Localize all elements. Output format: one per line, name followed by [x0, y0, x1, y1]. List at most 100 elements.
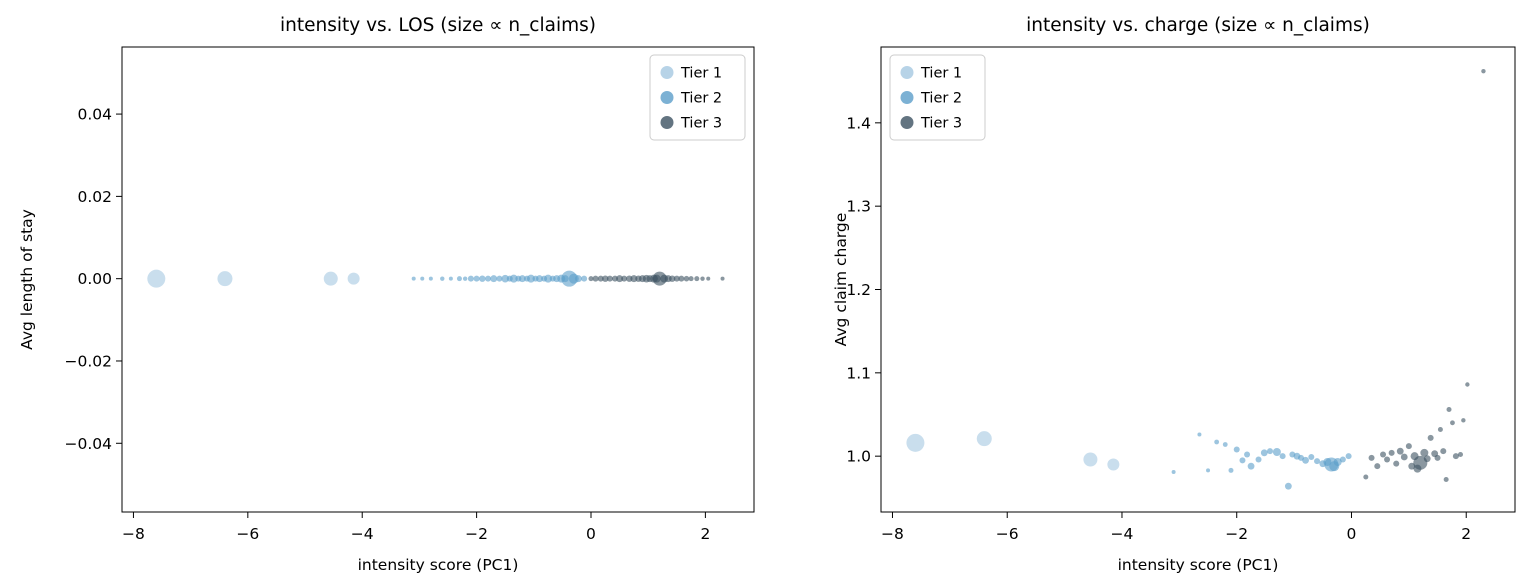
y-tick-label: 1.1	[846, 364, 871, 382]
data-point	[694, 276, 700, 282]
data-point	[976, 431, 992, 447]
legend-marker	[660, 91, 674, 104]
legend-marker	[660, 66, 674, 79]
data-point	[1457, 452, 1463, 457]
data-point	[1405, 443, 1412, 450]
legend-entry-label: Tier 3	[680, 116, 722, 132]
data-point	[592, 275, 599, 282]
x-axis-label: intensity score (PC1)	[1118, 556, 1279, 574]
y-tick-label: −0.04	[65, 435, 113, 453]
data-point	[1284, 482, 1292, 490]
scatter-plot-los: intensity vs. LOS (size ∝ n_claims) −8 −6 −…	[18, 15, 755, 574]
data-point	[1400, 453, 1408, 461]
x-tick-label: −6	[236, 525, 259, 543]
series-tier-2	[1171, 432, 1352, 490]
data-point	[1452, 453, 1459, 460]
x-axis-label: intensity score (PC1)	[358, 556, 519, 574]
data-point	[544, 274, 553, 283]
plot-area-border	[880, 46, 1516, 513]
y-tick-label: 0.04	[77, 106, 112, 124]
data-point	[581, 275, 588, 282]
y-axis-label: Avg length of stay	[18, 209, 36, 350]
data-point	[1450, 420, 1455, 426]
scatter-plot-charge: intensity vs. charge (size ∝ n_claims) −8…	[832, 15, 1516, 574]
data-point	[1314, 458, 1321, 465]
data-point	[448, 276, 453, 281]
x-tick-label: −2	[1225, 525, 1248, 543]
data-point	[485, 275, 492, 282]
data-point	[1423, 455, 1431, 463]
data-point	[1244, 451, 1251, 458]
series-tier-1	[147, 269, 360, 288]
data-point	[518, 275, 526, 283]
data-point	[720, 276, 725, 281]
data-point	[1363, 474, 1369, 480]
legend-marker	[900, 66, 914, 79]
series-tier-2	[411, 270, 588, 287]
data-point	[1413, 455, 1428, 470]
x-tick-label: 2	[700, 525, 710, 543]
legend-entry-label: Tier 1	[680, 66, 722, 82]
series-tier-3	[588, 271, 725, 286]
data-point	[1427, 434, 1434, 441]
data-point	[147, 269, 166, 288]
data-point	[217, 271, 233, 287]
x-tick-label: 2	[1461, 525, 1471, 543]
series-tier-3	[1363, 68, 1486, 482]
data-point	[1440, 448, 1447, 455]
data-point	[606, 275, 613, 282]
data-point	[688, 276, 694, 282]
data-point	[574, 275, 582, 283]
data-point	[1302, 456, 1309, 464]
data-point	[456, 276, 462, 282]
legend-box	[889, 54, 986, 141]
data-points-layer	[147, 269, 725, 288]
data-point	[1107, 458, 1120, 471]
data-point	[490, 275, 498, 283]
data-point	[621, 275, 628, 282]
x-tick-label: 0	[586, 525, 596, 543]
legend-marker	[660, 116, 674, 129]
series-tier-1	[906, 431, 1120, 471]
data-point	[411, 276, 416, 281]
data-point	[1260, 449, 1268, 457]
data-point	[1384, 456, 1391, 463]
data-point	[1239, 457, 1246, 464]
data-point	[602, 275, 609, 282]
legend-marker	[900, 116, 914, 129]
data-point	[700, 276, 705, 281]
data-point	[428, 276, 433, 281]
data-point	[1083, 452, 1098, 467]
data-point	[1465, 382, 1470, 387]
legend-entry-label: Tier 1	[920, 66, 962, 82]
legend-marker	[900, 91, 914, 104]
y-tick-label: 1.3	[846, 198, 871, 216]
plot-title: intensity vs. charge (size ∝ n_claims)	[1026, 15, 1370, 36]
data-point	[1437, 427, 1443, 432]
data-point	[906, 433, 925, 452]
data-point	[1308, 454, 1315, 460]
data-point	[473, 275, 480, 282]
y-tick-label: 0.00	[77, 270, 112, 288]
data-point	[673, 275, 680, 282]
data-point	[669, 275, 676, 282]
data-point	[479, 275, 486, 282]
x-tick-label: −6	[996, 525, 1019, 543]
data-point	[588, 276, 594, 282]
x-tick-label: −8	[881, 525, 904, 543]
data-point	[1171, 470, 1176, 474]
data-point	[1247, 462, 1255, 470]
y-tick-label: −0.02	[65, 352, 113, 370]
data-points-layer	[906, 68, 1486, 490]
x-tick-label: −8	[122, 525, 145, 543]
data-point	[597, 275, 604, 282]
data-point	[420, 276, 425, 281]
data-point	[1267, 448, 1274, 455]
data-point	[616, 275, 624, 283]
data-point	[1228, 467, 1234, 473]
data-point	[1461, 418, 1466, 423]
data-point	[706, 276, 711, 281]
data-point	[1197, 432, 1202, 437]
y-axis-label: Avg claim charge	[832, 213, 850, 347]
data-point	[630, 275, 638, 283]
